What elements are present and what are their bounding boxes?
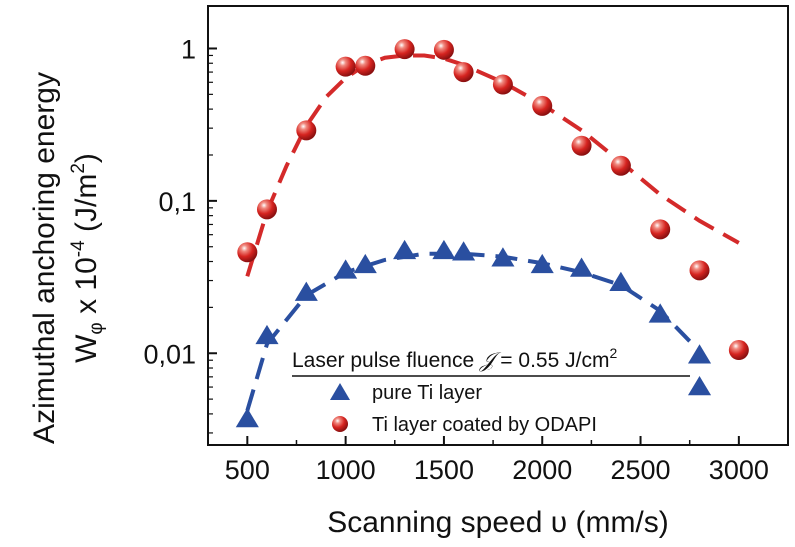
- data-point-sphere: [689, 260, 710, 281]
- data-point-sphere: [610, 155, 631, 176]
- legend-title: Laser pulse fluence 𝒥 = 0.55 J/cm2: [292, 345, 617, 372]
- data-point-triangle: [393, 239, 417, 260]
- data-point-triangle: [687, 376, 712, 396]
- x-tick-label: 500: [225, 455, 270, 485]
- data-point-triangle: [235, 408, 259, 428]
- data-point-sphere: [571, 135, 592, 156]
- y-tick-label: 0,01: [143, 339, 196, 369]
- data-point-sphere: [650, 219, 671, 240]
- x-tick-label: 2500: [611, 455, 671, 485]
- data-point-triangle: [530, 253, 554, 274]
- data-point-triangle: [570, 257, 594, 277]
- data-point-sphere: [335, 56, 356, 77]
- x-tick-label: 1500: [414, 455, 474, 485]
- y-axis-label: Azimuthal anchoring energy Wφ x 10-4 (J/…: [28, 72, 107, 444]
- data-point-sphere: [394, 39, 415, 60]
- data-point-sphere: [492, 74, 513, 95]
- data-point-triangle: [334, 259, 358, 279]
- data-point-sphere: [355, 55, 376, 76]
- data-markers: [235, 39, 749, 428]
- data-point-triangle: [452, 241, 476, 261]
- x-tick-label: 1000: [316, 455, 376, 485]
- data-point-sphere: [296, 120, 317, 141]
- data-point-triangle: [491, 247, 515, 267]
- x-tick-label: 3000: [709, 455, 769, 485]
- legend-sphere-marker: [332, 416, 348, 432]
- y-axis-label-line1: Azimuthal anchoring energy: [28, 72, 61, 444]
- data-point-sphere: [433, 39, 454, 60]
- data-point-sphere: [728, 340, 749, 361]
- plot-frame: [207, 5, 789, 446]
- data-point-triangle: [687, 344, 712, 364]
- axis-ticks: 500 1000 1500 2000 2500 3000 0,01 0,1 1: [143, 34, 768, 485]
- data-point-triangle: [648, 303, 672, 323]
- legend-label-ti: pure Ti layer: [372, 382, 482, 404]
- data-point-sphere: [453, 62, 474, 83]
- legend-label-odapi: Ti layer coated by ODAPI: [372, 414, 597, 436]
- legend: Laser pulse fluence 𝒥 = 0.55 J/cm2 pure …: [292, 345, 690, 436]
- data-point-triangle: [432, 239, 456, 260]
- data-point-sphere: [532, 95, 553, 116]
- data-point-sphere: [256, 199, 277, 220]
- x-axis-label: Scanning speed υ (mm/s): [327, 506, 669, 539]
- x-tick-label: 2000: [512, 455, 572, 485]
- data-point-triangle: [255, 324, 279, 345]
- fit-line: [245, 53, 740, 277]
- y-axis-label-line2: Wφ x 10-4 (J/m2): [68, 153, 107, 363]
- y-tick-label: 0,1: [158, 187, 196, 217]
- data-point-triangle: [294, 281, 318, 301]
- data-point-triangle: [609, 271, 633, 292]
- y-tick-label: 1: [181, 34, 196, 64]
- data-point-triangle: [353, 253, 377, 274]
- data-point-sphere: [237, 242, 258, 263]
- legend-triangle-marker: [330, 383, 350, 400]
